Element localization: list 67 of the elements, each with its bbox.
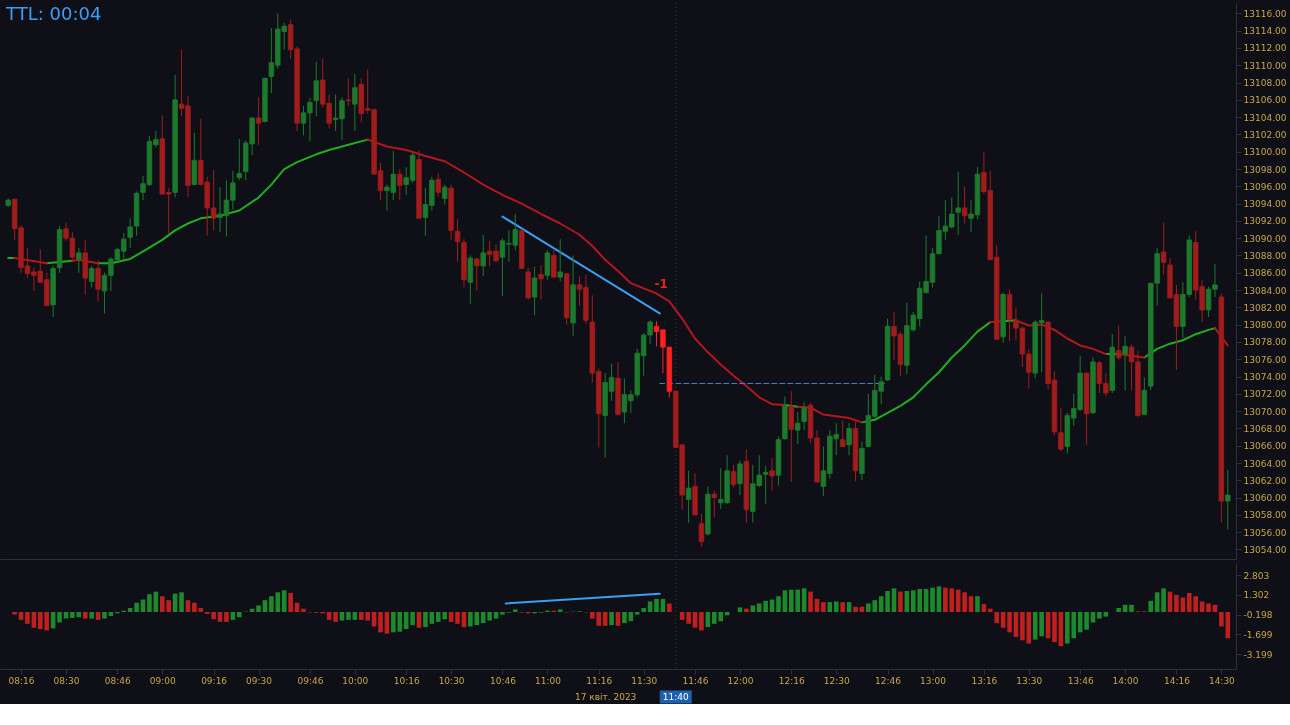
x-tick-label: 13:00 xyxy=(920,675,947,686)
y-tick-label: 13092.00 xyxy=(1243,216,1287,227)
y-tick-label: 13100.00 xyxy=(1243,147,1287,158)
x-tick-label: 09:00 xyxy=(149,675,176,686)
y-tick-label: 13072.00 xyxy=(1243,389,1287,400)
y-tick-label: 13090.00 xyxy=(1243,233,1287,244)
y-tick-label: 13084.00 xyxy=(1243,285,1287,296)
y-tick-label: 13054.00 xyxy=(1243,544,1287,555)
y-tick-label: 1.302 xyxy=(1243,590,1270,601)
x-tick-label: 13:16 xyxy=(971,675,998,686)
y-tick-label: 13096.00 xyxy=(1243,181,1287,192)
x-tick-label: 14:30 xyxy=(1208,675,1236,686)
y-tick-label: 13062.00 xyxy=(1243,475,1287,486)
y-tick-label: 13060.00 xyxy=(1243,493,1287,504)
y-tick-label: 13102.00 xyxy=(1243,129,1287,140)
x-tick-label: 12:16 xyxy=(778,675,806,686)
x-tick-label: 08:30 xyxy=(53,675,80,686)
x-tick-label: 10:16 xyxy=(393,675,420,686)
y-tick-label: 13110.00 xyxy=(1243,60,1287,71)
x-tick-label: 12:30 xyxy=(823,675,850,686)
y-tick-label: 13068.00 xyxy=(1243,423,1287,434)
y-tick-label: 13076.00 xyxy=(1243,354,1287,365)
y-tick-label: 13058.00 xyxy=(1243,510,1287,521)
x-tick-label: 13:46 xyxy=(1067,675,1094,686)
y-tick-label: 13108.00 xyxy=(1243,78,1287,89)
x-tick-label: 12:00 xyxy=(727,675,754,686)
y-tick-label: 13094.00 xyxy=(1243,199,1287,210)
x-tick-label: 14:00 xyxy=(1112,675,1139,686)
x-tick-label: 13:30 xyxy=(1016,675,1043,686)
text: 17 квіт. 2023 xyxy=(574,692,637,702)
x-tick-label: 10:00 xyxy=(342,675,369,686)
x-tick-label: 10:30 xyxy=(438,675,465,686)
y-tick-label: 13114.00 xyxy=(1243,26,1287,37)
y-tick-label: 13112.00 xyxy=(1243,43,1287,54)
ref-line-label: 11:40 xyxy=(662,692,690,702)
y-tick-label: 13082.00 xyxy=(1243,302,1287,313)
y-tick-label: -3.199 xyxy=(1243,649,1273,660)
x-tick-label: 11:16 xyxy=(586,675,613,686)
y-tick-label: 13064.00 xyxy=(1243,458,1287,469)
y-tick-label: 13080.00 xyxy=(1243,320,1287,331)
y-tick-label: 13106.00 xyxy=(1243,95,1287,106)
x-tick-label: 11:00 xyxy=(534,675,562,686)
x-tick-label: 14:16 xyxy=(1163,675,1191,686)
x-tick-label: 11:30 xyxy=(631,675,658,686)
y-tick-label: 13088.00 xyxy=(1243,250,1287,261)
y-tick-label: 13056.00 xyxy=(1243,527,1287,538)
x-tick-label: 09:46 xyxy=(297,675,324,686)
x-tick-label: 09:16 xyxy=(201,675,228,686)
annotation: -1 xyxy=(654,276,668,291)
y-tick-label: 13078.00 xyxy=(1243,337,1287,348)
x-tick-label: 12:46 xyxy=(875,675,902,686)
y-tick-label: 13116.00 xyxy=(1243,8,1287,19)
annotation: TTL: 00:04 xyxy=(5,3,102,24)
x-tick-label: 09:30 xyxy=(246,675,273,686)
y-tick-label: 13104.00 xyxy=(1243,112,1287,123)
y-tick-label: -1.699 xyxy=(1243,629,1273,640)
y-tick-label: 13074.00 xyxy=(1243,372,1287,383)
y-tick-label: 13070.00 xyxy=(1243,406,1287,417)
y-tick-label: 13098.00 xyxy=(1243,164,1287,175)
x-tick-label: 08:46 xyxy=(104,675,132,686)
x-tick-label: 10:46 xyxy=(489,675,517,686)
y-tick-label: 2.803 xyxy=(1243,570,1270,581)
x-tick-label: 08:16 xyxy=(8,675,35,686)
y-tick-label: 13086.00 xyxy=(1243,268,1287,279)
y-tick-label: 13066.00 xyxy=(1243,441,1287,452)
y-tick-label: -0.198 xyxy=(1243,610,1273,621)
x-tick-label: 11:46 xyxy=(682,675,709,686)
